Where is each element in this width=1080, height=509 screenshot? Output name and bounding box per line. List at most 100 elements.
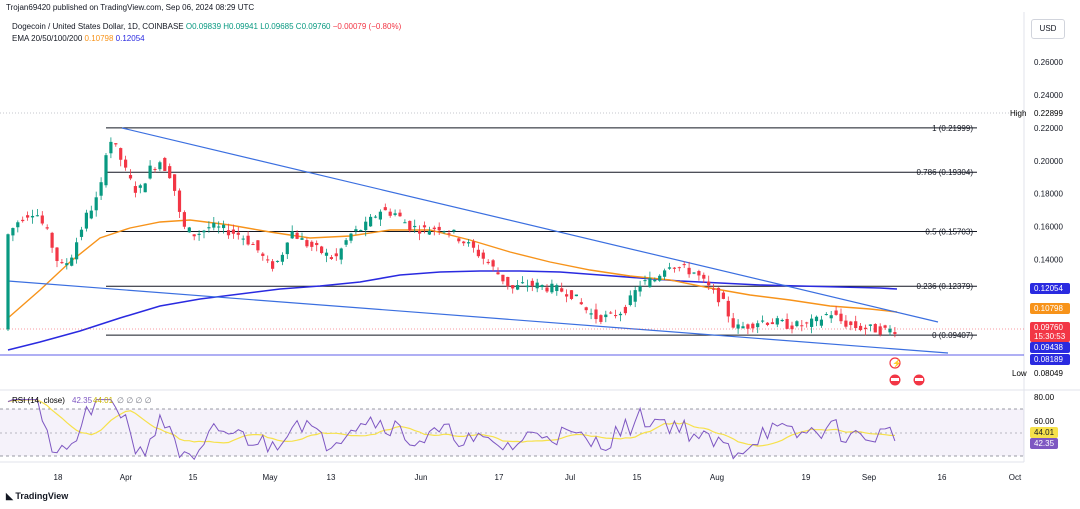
candle-body-80 <box>398 212 402 217</box>
candle-body-117 <box>579 302 583 305</box>
candle-body-151 <box>746 324 750 329</box>
candle-body-62 <box>310 241 314 247</box>
candle-body-145 <box>716 287 721 303</box>
symbol-legend: Dogecoin / United States Dollar, 1D, COI… <box>12 22 401 31</box>
candle-body-84 <box>418 230 422 234</box>
time-tick-1: Apr <box>120 473 133 482</box>
candle-body-139 <box>687 267 691 275</box>
candle-body-120 <box>594 309 598 320</box>
candle-body-106 <box>525 285 529 288</box>
candle-body-51 <box>256 240 260 251</box>
candle-body-17 <box>89 210 93 219</box>
event-icons[interactable]: ⚡ <box>889 357 925 386</box>
candle-body-42 <box>212 222 216 228</box>
candle-body-85 <box>422 225 427 228</box>
candle-body-116 <box>574 294 578 297</box>
dividend-icon[interactable] <box>889 357 901 369</box>
time-tick-5: Jun <box>415 473 428 482</box>
candle-body-114 <box>565 294 569 297</box>
candle-body-172 <box>849 321 853 326</box>
candle-body-15 <box>79 229 84 237</box>
candle-body-109 <box>540 285 544 288</box>
candle-body-78 <box>388 211 392 216</box>
candle-body-6 <box>35 215 39 217</box>
candle-body-56 <box>280 254 284 262</box>
currency-button[interactable]: USD <box>1031 19 1065 39</box>
candle-body-137 <box>677 267 681 269</box>
candle-body-71 <box>354 229 358 232</box>
tradingview-logo[interactable]: ◣ TradingView <box>6 491 68 502</box>
lower-trendline[interactable] <box>7 280 949 354</box>
candle-body-33 <box>168 166 172 179</box>
time-tick-13: Oct <box>1009 473 1022 482</box>
publisher-line: Trojan69420 published on TradingView.com… <box>6 3 255 12</box>
candle-body-90 <box>447 233 451 235</box>
time-tick-11: Sep <box>862 473 877 482</box>
upper-trendline[interactable] <box>121 127 939 323</box>
candle-body-112 <box>555 285 559 292</box>
time-tick-2: 15 <box>189 473 198 482</box>
ema-legend: EMA 20/50/100/200 0.10798 0.12054 <box>12 34 145 43</box>
candle-body-102 <box>506 276 510 287</box>
candle-body-147 <box>726 300 730 317</box>
price-tag-value-4: 0.08189 <box>1034 355 1063 364</box>
candle-body-38 <box>192 234 196 237</box>
candle-body-11 <box>60 262 64 264</box>
fib-label-3: 0.236 (0.12379) <box>917 282 974 291</box>
high-value-legend: H0.09941 <box>223 22 258 31</box>
candle-body-44 <box>222 224 226 229</box>
candle-body-181 <box>893 332 897 334</box>
rsi-value-tag <box>1030 438 1058 449</box>
candle-body-92 <box>457 238 461 242</box>
candle-body-176 <box>868 324 872 326</box>
candle-body-136 <box>672 267 676 269</box>
candle-body-74 <box>369 216 373 227</box>
lightning-icon: ⚡ <box>892 358 902 368</box>
candle-body-178 <box>878 326 882 335</box>
candle-body-8 <box>45 227 49 229</box>
candle-body-129 <box>638 286 642 292</box>
fib-label-2: 0.5 (0.15703) <box>925 227 973 236</box>
candle-body-66 <box>329 257 333 260</box>
price-tag-value-1: 0.10798 <box>1034 304 1063 313</box>
candle-body-159 <box>785 318 789 329</box>
low-value: 0.08049 <box>1034 369 1063 378</box>
candle-body-9 <box>50 232 54 248</box>
ema50-value: 0.10798 <box>84 34 114 43</box>
candle-body-21 <box>109 141 113 154</box>
ema-label[interactable]: EMA 20/50/100/200 <box>12 34 83 43</box>
candle-body-57 <box>285 242 289 255</box>
candle-body-118 <box>584 307 588 311</box>
rsi-placeholders: ∅ ∅ ∅ ∅ <box>117 396 152 405</box>
ema200-value: 0.12054 <box>115 34 145 43</box>
tradingview-icon: ◣ <box>6 491 16 501</box>
candle-body-125 <box>618 313 623 316</box>
price-tag-value-3: 0.09438 <box>1034 343 1063 352</box>
candle-body-46 <box>231 229 235 234</box>
candle-body-82 <box>408 220 412 231</box>
candle-body-127 <box>628 295 632 306</box>
high-label: High <box>1010 109 1026 118</box>
countdown-value: 15:30:53 <box>1034 332 1066 341</box>
candle-body-88 <box>437 226 441 231</box>
candle-body-53 <box>266 259 270 261</box>
candle-body-13 <box>70 257 74 266</box>
candle-body-34 <box>173 174 177 191</box>
candle-body-65 <box>324 252 329 256</box>
candle-body-160 <box>790 325 794 330</box>
symbol-name[interactable]: Dogecoin / United States Dollar, 1D, COI… <box>12 22 184 31</box>
candle-body-166 <box>819 319 823 326</box>
candle-body-144 <box>712 288 716 290</box>
candle-body-179 <box>883 325 887 328</box>
candle-body-97 <box>481 252 485 259</box>
price-tick-2: 0.22000 <box>1034 124 1063 133</box>
candle-body-2 <box>16 222 20 228</box>
change-value: −0.00079 (−0.80%) <box>332 22 402 31</box>
candle-body-20 <box>104 155 108 186</box>
candle-body-180 <box>888 328 892 333</box>
low-value-legend: L0.09685 <box>260 22 294 31</box>
rsi-ma-tag <box>1030 427 1058 438</box>
candle-body-32 <box>163 157 167 171</box>
open-value: O0.09839 <box>185 22 222 31</box>
